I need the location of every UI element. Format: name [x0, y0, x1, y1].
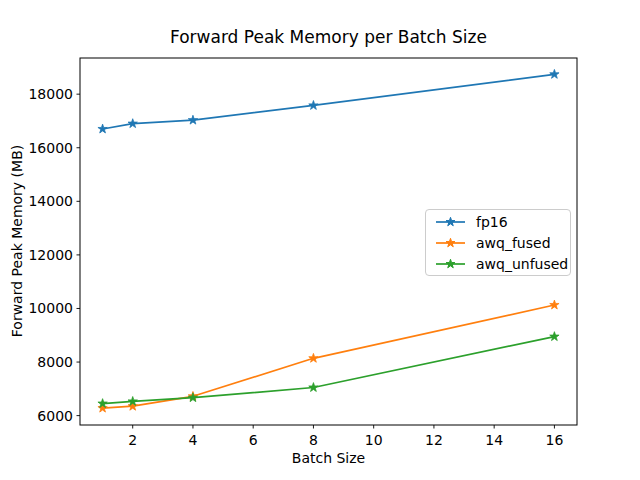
- legend-item-fp16: fp16: [435, 213, 570, 231]
- legend-line-marker-icon: [435, 257, 466, 271]
- series-marker-awq_unfused: [309, 383, 318, 392]
- x-tick-label: 12: [425, 432, 443, 448]
- x-tick-label: 10: [365, 432, 383, 448]
- legend-label: awq_fused: [476, 234, 551, 252]
- y-tick-label: 18000: [28, 86, 73, 102]
- series-line-awq_unfused: [103, 337, 555, 404]
- x-tick-label: 16: [545, 432, 563, 448]
- x-tick-label: 2: [128, 432, 137, 448]
- series-marker-fp16: [98, 124, 107, 133]
- legend-line-marker-icon: [435, 236, 466, 250]
- y-tick-label: 12000: [28, 247, 73, 263]
- series-marker-awq_unfused: [550, 332, 559, 341]
- series-marker-fp16: [128, 119, 137, 128]
- legend: fp16 awq_fused awq_unfused: [425, 209, 571, 276]
- legend-line-marker-icon: [435, 215, 466, 229]
- series-marker-fp16: [188, 115, 197, 124]
- legend-label: fp16: [476, 213, 508, 231]
- series-line-awq_fused: [103, 305, 555, 408]
- series-marker-awq_fused: [550, 300, 559, 309]
- y-tick-label: 10000: [28, 300, 73, 316]
- legend-item-awq_fused: awq_fused: [435, 234, 570, 252]
- series-marker-fp16: [550, 69, 559, 78]
- figure: Forward Peak Memory per Batch Size 24681…: [0, 0, 640, 480]
- legend-item-awq_unfused: awq_unfused: [435, 255, 570, 273]
- x-axis-label: Batch Size: [80, 450, 577, 466]
- x-tick-label: 4: [188, 432, 197, 448]
- x-tick-label: 14: [485, 432, 503, 448]
- legend-label: awq_unfused: [476, 255, 568, 273]
- series-line-fp16: [103, 74, 555, 129]
- x-tick-label: 6: [249, 432, 258, 448]
- y-tick-label: 8000: [37, 354, 73, 370]
- y-tick-label: 14000: [28, 193, 73, 209]
- series-marker-fp16: [309, 101, 318, 110]
- x-tick-label: 8: [309, 432, 318, 448]
- series-marker-awq_fused: [309, 353, 318, 362]
- y-tick-label: 16000: [28, 140, 73, 156]
- y-tick-label: 6000: [37, 408, 73, 424]
- y-axis-label: Forward Peak Memory (MB): [9, 145, 25, 337]
